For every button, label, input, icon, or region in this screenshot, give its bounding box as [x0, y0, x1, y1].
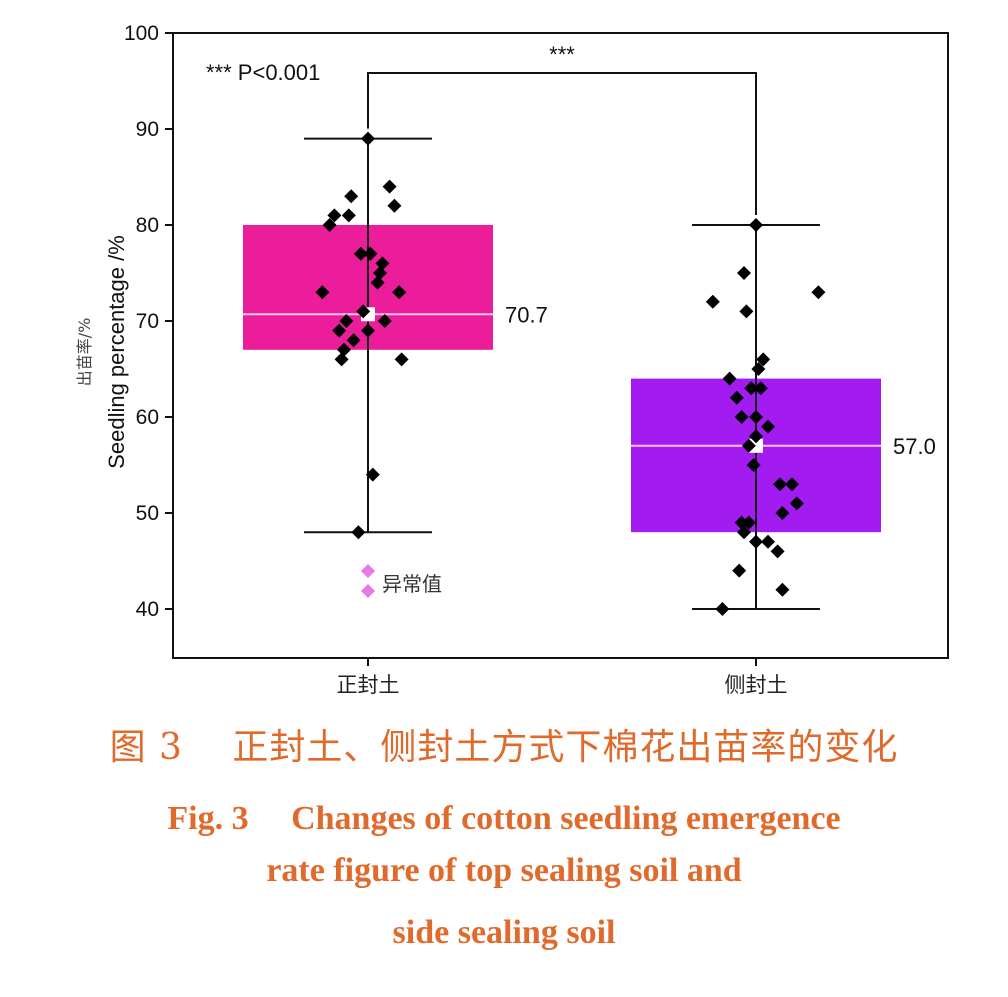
data-point [715, 602, 730, 616]
y-tick-label: 60 [136, 406, 159, 429]
data-point [737, 525, 751, 540]
outlier-marker [361, 564, 375, 578]
data-point [811, 285, 826, 300]
data-point [749, 218, 763, 232]
data-point [761, 419, 775, 434]
mean-label: 70.7 [505, 302, 548, 327]
data-point [341, 208, 356, 223]
y-tick-label: 40 [136, 598, 159, 621]
data-point [373, 266, 387, 280]
data-point [746, 458, 761, 472]
data-point [344, 189, 359, 204]
data-point [346, 333, 361, 348]
points-layer [315, 131, 826, 616]
data-point [339, 314, 354, 328]
significance-bracket: *** [367, 42, 757, 215]
data-point [729, 390, 744, 405]
caption-zh: 图 3 正封土、侧封土方式下棉花出苗率的变化 [109, 727, 899, 768]
significance-marker: *** [549, 42, 575, 67]
significance-note: *** P<0.001 [206, 60, 320, 85]
x-tick-label: 正封土 [337, 673, 400, 697]
data-point [751, 362, 766, 376]
y-axis: 40 50 60 70 80 90 100 [124, 22, 173, 621]
x-axis: 正封土 侧封土 [337, 658, 788, 697]
outlier-marker [361, 584, 375, 598]
data-point [322, 218, 337, 232]
data-point [392, 285, 407, 300]
data-point [377, 314, 392, 328]
data-point [722, 371, 737, 386]
caption-en-line2: rate figure of top sealing soil and [266, 852, 742, 889]
data-point [775, 582, 790, 597]
caption-en-line1: Fig. 3 Changes of cotton seedling emerge… [167, 800, 841, 837]
data-point [363, 246, 378, 261]
outlier-legend-label: 异常值 [382, 572, 442, 596]
data-point [737, 266, 751, 280]
data-point [387, 198, 402, 213]
data-point [361, 323, 375, 338]
data-point [327, 208, 342, 223]
y-tick-label: 90 [136, 118, 159, 141]
data-point [773, 477, 787, 492]
data-point [753, 381, 768, 396]
y-tick-label: 100 [124, 22, 159, 45]
data-point [749, 429, 763, 444]
data-point [732, 563, 747, 578]
y-tick-label: 70 [136, 310, 159, 333]
y-tick-label: 50 [136, 502, 159, 525]
data-point [375, 256, 390, 271]
data-point [365, 467, 380, 482]
data-point [394, 352, 409, 367]
box-plot-chart: 40 50 60 70 80 90 100 70.7 57.0 正封土 侧封土 Seedling… [75, 22, 949, 697]
mean-marker [749, 438, 763, 453]
data-point [361, 131, 375, 146]
data-point [741, 438, 756, 453]
data-point [353, 246, 368, 261]
bracket-line [367, 72, 757, 215]
caption-en-line3: side sealing soil [392, 914, 616, 951]
y-tick-label: 80 [136, 214, 159, 237]
mean-label: 57.0 [893, 434, 936, 459]
data-point [749, 534, 763, 549]
data-point [734, 515, 749, 530]
data-point [370, 275, 385, 290]
data-point [334, 352, 349, 367]
data-point [789, 496, 804, 511]
data-point [749, 410, 763, 424]
x-tick-label: 侧封土 [725, 673, 788, 697]
y-axis-label: Seedling percentage /% [104, 235, 129, 469]
data-point [356, 304, 371, 319]
y-axis-label-zh: 出苗率/% [75, 318, 94, 387]
data-point [337, 342, 351, 357]
data-point [744, 381, 759, 396]
data-point [739, 304, 754, 319]
data-point [775, 506, 790, 520]
data-point [351, 525, 366, 540]
data-point [315, 285, 330, 300]
data-point [332, 323, 347, 338]
data-point [756, 352, 771, 367]
data-point [761, 534, 775, 549]
plot-frame [172, 32, 949, 659]
outlier-legend: 异常值 [361, 564, 442, 598]
data-point [705, 294, 720, 309]
data-point [785, 477, 799, 492]
data-point [770, 544, 785, 559]
data-point [382, 179, 397, 194]
data-point [741, 515, 756, 530]
data-point [734, 410, 749, 424]
boxes-layer: 70.7 57.0 [243, 137, 936, 610]
